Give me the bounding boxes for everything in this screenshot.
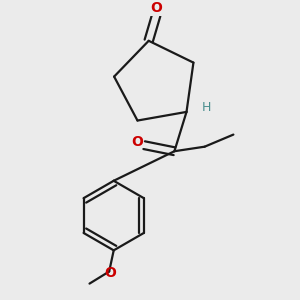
Text: O: O xyxy=(105,266,117,280)
Text: H: H xyxy=(202,101,211,114)
Text: O: O xyxy=(150,2,162,15)
Text: O: O xyxy=(132,134,143,148)
